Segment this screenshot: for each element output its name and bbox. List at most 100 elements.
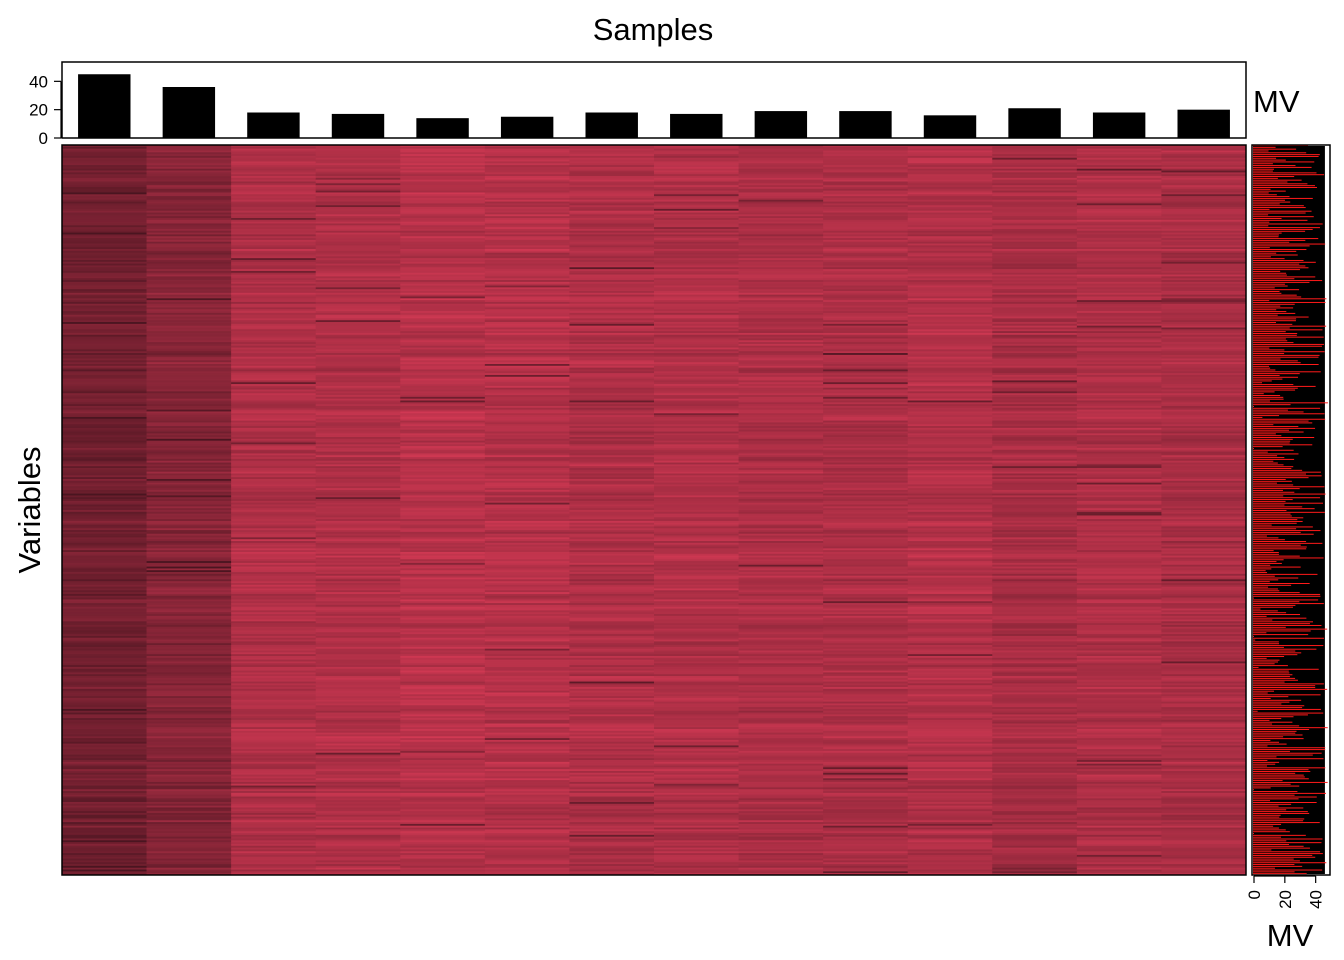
heatmap-cell [315,502,401,505]
heatmap-cell [146,646,232,650]
heatmap-cell [1076,400,1162,403]
heatmap-cell [400,858,486,861]
heatmap-cell [823,303,909,306]
heatmap-cell [231,216,317,219]
heatmap-cell [738,239,824,243]
heatmap-cell [231,730,317,734]
heatmap-cell [823,533,909,536]
heatmap-cell [738,238,824,241]
heatmap-cell [484,719,570,723]
heatmap-cell [146,493,232,496]
heatmap-cell [484,679,570,682]
heatmap-cell [231,854,317,858]
heatmap-cell [907,575,993,578]
heatmap-cell [569,566,655,569]
heatmap-cell [62,553,147,557]
heatmap-cell [400,179,486,182]
heatmap-cell [823,842,909,845]
heatmap-cell [654,491,739,494]
heatmap-cell [992,249,1078,252]
heatmap-cell [484,426,570,429]
heatmap-cell [907,278,993,281]
heatmap-cell [146,227,232,230]
heatmap-cell [907,451,993,454]
heatmap-cell [484,677,570,681]
heatmap-cell [738,159,824,162]
heatmap-cell [62,243,147,246]
heatmap-cell [823,208,909,212]
heatmap-cell [1076,197,1162,201]
heatmap-cell [315,871,401,874]
heatmap-cell [400,243,486,246]
heatmap-cell [62,615,147,619]
heatmap-cell [907,608,993,611]
heatmap-cell [484,382,570,385]
heatmap-cell [146,475,232,478]
heatmap-cell [907,865,993,869]
heatmap-cell [738,214,824,217]
heatmap-cell [907,593,993,597]
heatmap-cell [400,729,486,732]
heatmap-cell [62,336,147,339]
heatmap-cell [738,551,824,555]
heatmap-cell [62,438,147,442]
heatmap-cell [400,212,486,215]
heatmap-cell [1076,322,1162,325]
heatmap-cell [992,391,1078,394]
heatmap-cell [400,155,486,159]
heatmap-cell [231,524,317,527]
heatmap-cell [484,568,570,571]
heatmap-cell [400,734,486,737]
heatmap-cell [823,820,909,823]
heatmap-cell [146,471,232,474]
heatmap-cell [315,506,401,509]
heatmap-cell [654,606,739,609]
heatmap-cell [484,840,570,843]
heatmap-cell [315,225,401,228]
heatmap-cell [569,360,655,363]
heatmap-cell [738,196,824,199]
heatmap-cell [231,309,317,312]
heatmap-cell [146,145,232,148]
heatmap-cell [654,318,739,321]
heatmap-cell [992,681,1078,684]
heatmap-cell [738,176,824,179]
heatmap-cell [1076,376,1162,379]
heatmap-cell [146,624,232,628]
heatmap-cell [1076,292,1162,296]
heatmap-cell [484,734,570,737]
heatmap-cell [907,727,993,730]
heatmap-cell [400,687,486,690]
heatmap-cell [231,236,317,239]
heatmap-cell [484,865,570,869]
heatmap-cell [146,358,232,361]
heatmap-cell [484,402,570,405]
heatmap-cell [146,856,232,859]
heatmap-cell [400,488,486,491]
heatmap-cell [654,314,739,317]
heatmap-cell [146,696,232,699]
heatmap-cell [992,561,1078,564]
heatmap-cell [907,161,993,164]
heatmap-cell [400,429,486,432]
heatmap-cell [400,694,486,697]
heatmap-cell [484,212,570,215]
heatmap-cell [738,617,824,620]
heatmap-cell [992,471,1078,474]
heatmap-cell [823,148,909,151]
heatmap-cell [62,435,147,438]
heatmap-cell [484,590,570,593]
heatmap-cell [907,176,993,179]
heatmap-cell [823,683,909,686]
heatmap-cell [62,201,147,204]
heatmap-cell [400,447,486,451]
heatmap-cell [823,393,909,396]
heatmap-cell [823,431,909,434]
heatmap-cell [738,820,824,823]
heatmap-cell [62,510,147,513]
heatmap-cell [569,374,655,378]
heatmap-cell [146,807,232,810]
heatmap-cell [992,247,1078,250]
heatmap-cell [231,168,317,171]
heatmap-cell [146,155,232,159]
